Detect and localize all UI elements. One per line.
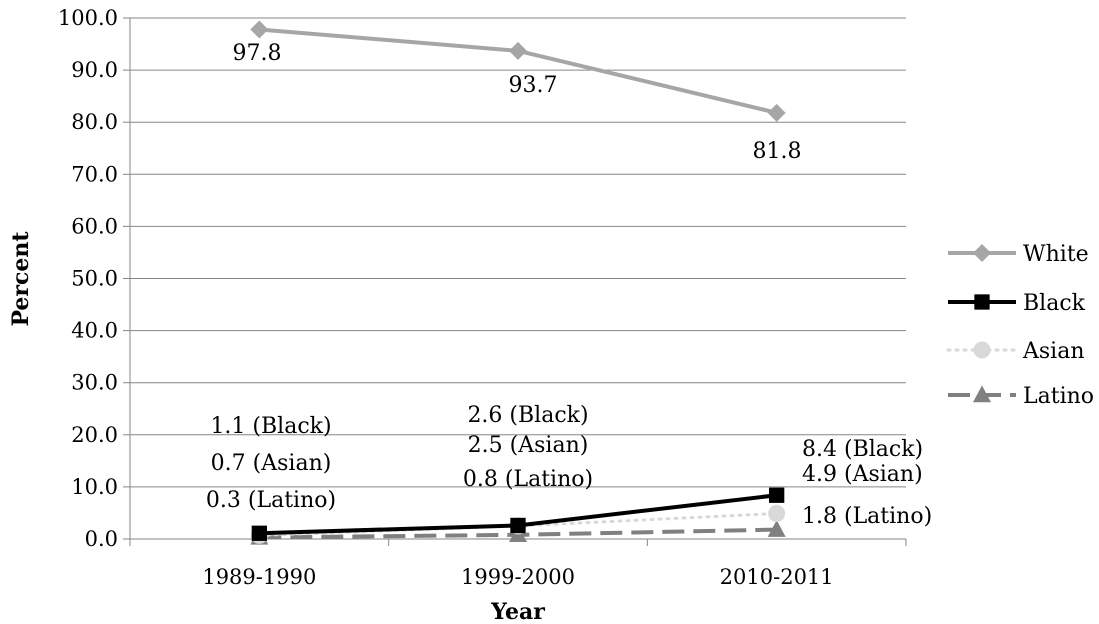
data-label-white: 81.8	[753, 139, 802, 164]
data-label-asian: 0.7 (Asian)	[211, 451, 332, 476]
legend-marker-white	[973, 244, 991, 262]
data-point-white-1999-2000	[509, 41, 527, 60]
x-tick-label-1999-2000: 1999-2000	[461, 565, 575, 589]
series	[250, 20, 786, 545]
legend-marker-asian	[973, 341, 991, 359]
x-axis-title: Year	[490, 599, 545, 624]
data-label-asian: 4.9 (Asian)	[802, 462, 923, 487]
data-point-black-1989-1990	[251, 525, 267, 541]
y-tick-label: 70.0	[71, 162, 118, 186]
legend-marker-black	[974, 294, 990, 310]
data-label-asian: 2.5 (Asian)	[468, 433, 589, 458]
gridlines	[130, 17, 906, 488]
data-label-black: 1.1 (Black)	[210, 414, 331, 439]
y-axis-title: Percent	[8, 231, 34, 327]
legend-label-asian: Asian	[1022, 339, 1085, 364]
data-label-black: 2.6 (Black)	[467, 403, 588, 428]
data-label-latino: 0.8 (Latino)	[463, 467, 593, 492]
y-tick-label: 10.0	[71, 475, 118, 499]
data-point-white-2010-2011	[767, 103, 786, 122]
y-tick-label: 60.0	[71, 214, 118, 238]
x-tick-label-2010-2011: 2010-2011	[720, 565, 834, 589]
data-point-black-1999-2000	[510, 517, 526, 534]
data-point-white-1989-1990	[250, 20, 269, 39]
data-labels: 97.8 93.7 81.8 1.1 (Black) 2.6 (Black) 8.4 (B…	[206, 41, 932, 529]
axes: 0.0 10.0 20.0 30.0 40.0 50.0 60.0 70.0 80.0 90.0 1…	[58, 6, 907, 589]
legend-label-black: Black	[1023, 291, 1086, 316]
data-label-white: 93.7	[509, 73, 558, 98]
y-tick-label: 90.0	[71, 58, 118, 82]
data-label-latino: 0.3 (Latino)	[206, 488, 336, 513]
data-label-white: 97.8	[233, 41, 282, 66]
y-tick-label: 30.0	[71, 371, 118, 395]
legend-label-white: White	[1023, 242, 1089, 267]
y-tick-label: 80.0	[71, 110, 118, 134]
data-point-asian-2010-2011	[768, 504, 786, 523]
data-point-latino-2010-2011	[767, 520, 786, 537]
legend-marker-latino	[973, 385, 991, 403]
legend-label-latino: Latino	[1023, 384, 1094, 409]
x-tick-label-1989-1990: 1989-1990	[202, 565, 316, 589]
y-tick-label: 0.0	[85, 527, 118, 551]
y-tick-label: 20.0	[71, 423, 118, 447]
data-point-black-2010-2011	[769, 487, 785, 503]
data-label-black: 8.4 (Black)	[802, 437, 923, 462]
y-tick-label: 100.0	[58, 6, 118, 30]
data-label-latino: 1.8 (Latino)	[802, 504, 932, 529]
y-tick-label: 50.0	[71, 267, 118, 291]
legend: White Black Asian Latino	[946, 242, 1094, 409]
y-tick-label: 40.0	[71, 319, 118, 343]
